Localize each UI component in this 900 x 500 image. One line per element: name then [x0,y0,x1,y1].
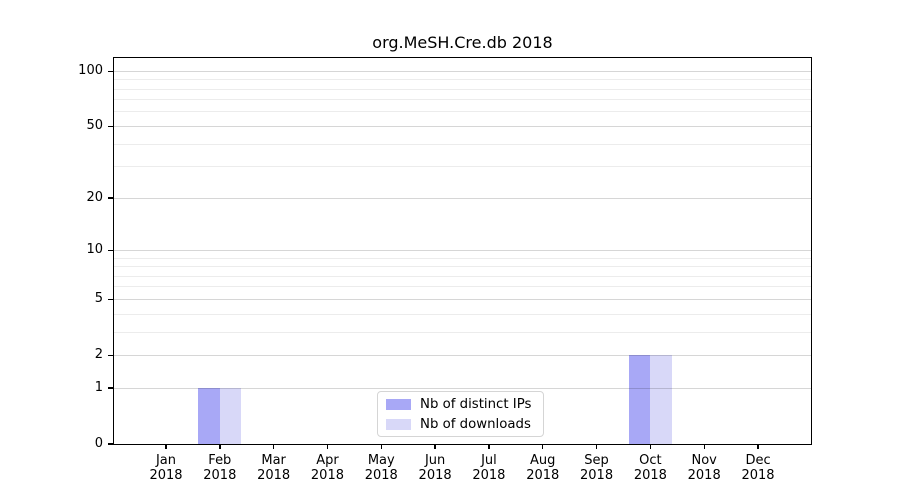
x-axis-tick-label: May 2018 [364,453,398,483]
legend-label-nb-of-distinct-ips: Nb of distinct IPs [420,396,532,412]
y-axis-tick-label: 0 [94,436,103,451]
x-axis-tick-label: Mar 2018 [257,453,291,483]
y-axis-tick-label: 100 [78,63,103,79]
legend-swatch-nb-of-downloads [386,418,411,430]
legend: Nb of distinct IPs Nb of downloads [377,391,544,437]
y-axis-tick-label: 50 [86,118,103,134]
gridline-minor [114,166,811,168]
chart-title: org.MeSH.Cre.db 2018 [372,33,553,52]
gridline-minor [114,88,811,90]
x-axis-tick [219,444,221,449]
x-axis-tick [595,444,598,449]
y-axis-tick [108,443,113,445]
gridline-minor [114,99,811,101]
gridline-major [114,70,811,72]
gridline-major [114,125,811,127]
gridline-minor [114,275,811,277]
x-axis-tick-label: Dec 2018 [741,453,775,483]
x-axis-tick-label: Apr 2018 [310,453,344,483]
y-axis-tick [108,354,113,356]
y-axis-tick-label: 20 [86,190,103,206]
x-axis-tick [272,444,275,449]
y-axis-tick-label: 1 [94,380,103,396]
y-axis-tick [108,125,113,128]
y-axis-tick-label: 10 [86,242,103,258]
x-axis-tick-label: Nov 2018 [687,453,721,483]
x-axis-tick-label: Jun 2018 [418,453,452,483]
bar-nb-of-downloads-feb [219,388,242,444]
gridline-major [114,298,811,300]
gridline-minor [114,266,811,268]
y-axis-tick [108,70,113,72]
bar-nb-of-distinct-ips-oct [628,355,651,444]
gridline-major [114,354,811,356]
gridline-minor [114,143,811,145]
x-axis-tick [165,444,167,449]
x-axis-tick-label: Jul 2018 [472,453,506,483]
x-axis-tick [326,444,329,449]
x-axis-tick-label: Jan 2018 [149,453,183,483]
x-axis-tick [380,444,382,449]
x-axis-tick-label: Oct 2018 [633,453,667,483]
y-axis-tick-label: 2 [94,347,103,363]
gridline-major [114,387,811,389]
y-axis-tick [108,298,113,300]
x-axis-tick-label: Aug 2018 [526,453,560,483]
x-axis-tick-label: Feb 2018 [203,453,237,483]
x-axis-tick [488,444,490,449]
x-axis-tick [542,444,544,449]
x-axis-tick [649,444,652,449]
y-axis-tick [108,387,113,389]
bar-nb-of-downloads-oct [650,355,672,444]
y-axis-tick [108,249,113,252]
x-axis-tick [434,444,436,449]
legend-swatch-nb-of-distinct-ips [386,398,411,410]
legend-item-nb-of-downloads: Nb of downloads [386,417,535,432]
legend-item-nb-of-distinct-ips: Nb of distinct IPs [386,397,535,412]
gridline-minor [114,79,811,81]
bar-nb-of-distinct-ips-feb [198,388,220,444]
y-axis-tick [108,197,113,199]
gridline-minor [114,257,811,259]
x-axis-tick-label: Sep 2018 [580,453,614,483]
gridline-major [114,197,811,199]
gridline-minor [114,111,811,113]
x-axis-tick [703,444,705,449]
gridline-minor [114,313,811,315]
gridline-minor [114,286,811,288]
gridline-minor [114,331,811,333]
x-axis-tick [757,444,759,449]
legend-label-nb-of-downloads: Nb of downloads [420,416,531,432]
gridline-major [114,249,811,251]
y-axis-tick-label: 5 [94,291,103,307]
